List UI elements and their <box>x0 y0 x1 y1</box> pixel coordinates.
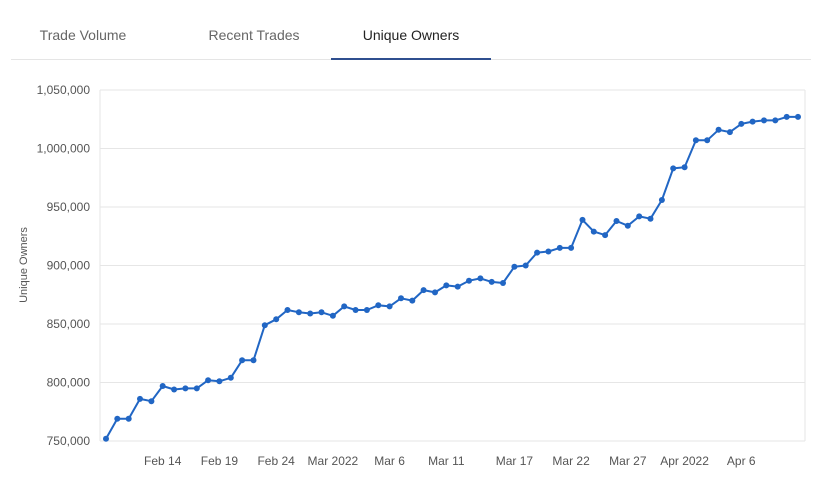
y-tick-label: 900,000 <box>47 259 91 273</box>
data-point[interactable] <box>613 218 620 224</box>
data-point[interactable] <box>398 295 404 302</box>
data-point[interactable] <box>749 118 756 125</box>
data-point[interactable] <box>761 117 767 124</box>
data-point[interactable] <box>624 222 631 229</box>
y-axis-tick-labels: 750,000 800,000 850,000 900,000 950,000 1,000… <box>37 83 91 448</box>
data-point[interactable] <box>420 287 427 294</box>
y-tick-label: 950,000 <box>47 200 91 214</box>
data-point[interactable] <box>216 378 223 385</box>
data-point[interactable] <box>341 303 348 310</box>
data-point[interactable] <box>261 322 268 329</box>
y-tick-label: 1,000,000 <box>37 142 91 156</box>
data-point[interactable] <box>159 383 166 389</box>
data-point[interactable] <box>103 435 109 442</box>
data-point[interactable] <box>658 197 665 203</box>
data-point[interactable] <box>409 297 416 304</box>
y-axis-title: Unique Owners <box>18 227 30 303</box>
data-point[interactable] <box>329 312 336 319</box>
tab-trade-volume[interactable]: Trade Volume <box>28 0 138 59</box>
data-point[interactable] <box>534 249 541 256</box>
x-tick-label: Mar 17 <box>496 454 534 468</box>
tab-recent-trades-label: Recent Trades <box>208 27 300 43</box>
x-tick-label: Mar 22 <box>552 454 590 468</box>
x-tick-label: Mar 11 <box>428 454 465 468</box>
data-point[interactable] <box>783 113 790 120</box>
data-point[interactable] <box>352 307 359 313</box>
x-tick-label: Feb 14 <box>144 454 182 468</box>
data-point[interactable] <box>590 228 597 235</box>
data-point[interactable] <box>556 244 563 251</box>
data-point[interactable] <box>522 262 529 269</box>
data-point[interactable] <box>636 213 643 220</box>
data-point[interactable] <box>500 280 506 286</box>
data-point[interactable] <box>568 244 575 251</box>
data-point[interactable] <box>193 385 200 392</box>
data-point[interactable] <box>363 307 370 313</box>
y-tick-label: 800,000 <box>47 376 91 390</box>
x-tick-label: Mar 6 <box>374 454 405 468</box>
active-tab-indicator <box>331 58 491 60</box>
tab-unique-owners-label: Unique Owners <box>362 27 460 43</box>
data-point[interactable] <box>375 302 382 309</box>
x-tick-label: Apr 2022 <box>660 454 709 468</box>
data-point[interactable] <box>171 386 178 393</box>
data-point[interactable] <box>318 309 325 316</box>
data-point[interactable] <box>386 303 393 310</box>
data-point[interactable] <box>647 215 654 222</box>
data-point[interactable] <box>511 263 518 270</box>
tab-recent-trades[interactable]: Recent Trades <box>185 0 323 59</box>
data-point[interactable] <box>545 248 552 255</box>
data-point[interactable] <box>284 307 291 313</box>
series-points <box>103 113 801 442</box>
data-point[interactable] <box>148 398 155 405</box>
data-point[interactable] <box>273 316 280 323</box>
data-point[interactable] <box>454 283 461 290</box>
data-point[interactable] <box>602 232 609 239</box>
x-tick-label: Mar 2022 <box>308 454 359 468</box>
x-axis-tick-labels: Feb 14 Feb 19 Feb 24 Mar 2022 Mar 6 Mar 11 Mar… <box>144 454 756 468</box>
x-tick-label: Apr 6 <box>727 454 756 468</box>
data-point[interactable] <box>738 120 745 127</box>
data-point[interactable] <box>795 113 801 120</box>
data-point[interactable] <box>227 374 234 381</box>
data-point[interactable] <box>205 377 212 384</box>
tab-unique-owners[interactable]: Unique Owners <box>331 0 491 60</box>
data-point[interactable] <box>704 137 711 144</box>
grid-lines <box>99 89 806 442</box>
data-point[interactable] <box>137 395 143 402</box>
x-tick-label: Feb 19 <box>201 454 239 468</box>
data-point[interactable] <box>726 129 733 136</box>
x-tick-label: Feb 24 <box>257 454 295 468</box>
data-point[interactable] <box>692 137 699 144</box>
y-tick-label: 1,050,000 <box>37 83 91 97</box>
data-point[interactable] <box>715 126 722 133</box>
data-point[interactable] <box>443 282 450 289</box>
data-point[interactable] <box>670 165 677 172</box>
data-point[interactable] <box>772 117 779 124</box>
data-point[interactable] <box>466 277 472 284</box>
data-point[interactable] <box>250 357 257 364</box>
data-point[interactable] <box>477 275 484 282</box>
data-point[interactable] <box>681 164 688 171</box>
data-point[interactable] <box>182 385 189 392</box>
tab-trade-volume-label: Trade Volume <box>39 27 127 43</box>
x-tick-label: Mar 27 <box>609 454 647 468</box>
data-point[interactable] <box>239 357 246 364</box>
data-point[interactable] <box>125 415 132 422</box>
y-tick-label: 750,000 <box>47 434 91 448</box>
series-line <box>105 115 798 440</box>
data-point[interactable] <box>432 289 438 296</box>
data-point[interactable] <box>114 415 121 422</box>
data-point[interactable] <box>307 310 314 317</box>
y-tick-label: 850,000 <box>47 317 91 331</box>
chart-tab-bar: Trade Volume Recent Trades Unique Owners <box>11 0 811 60</box>
data-point[interactable] <box>295 309 302 316</box>
data-point[interactable] <box>579 216 586 223</box>
data-point[interactable] <box>488 278 495 285</box>
